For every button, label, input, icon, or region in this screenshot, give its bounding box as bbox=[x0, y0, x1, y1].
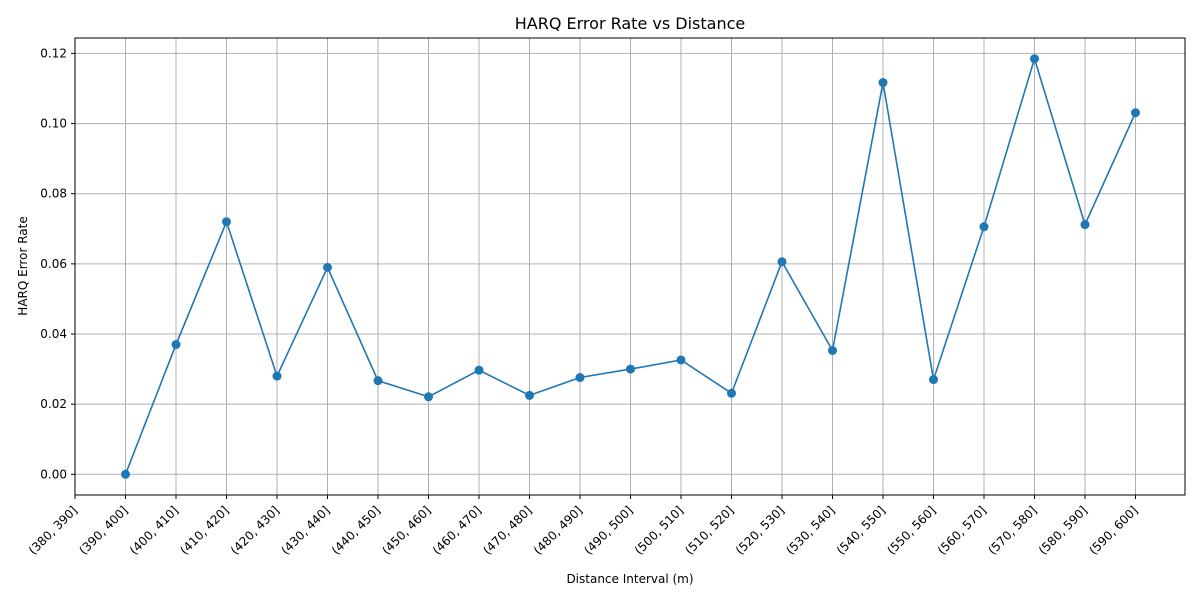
x-tick-label: (530, 540] bbox=[783, 503, 837, 557]
x-tick-label: (380, 390] bbox=[26, 503, 80, 557]
data-point bbox=[1131, 108, 1140, 118]
data-point bbox=[272, 371, 282, 381]
y-tick-label: 0.08 bbox=[40, 187, 67, 201]
y-tick-label: 0.04 bbox=[40, 327, 67, 341]
chart-title: HARQ Error Rate vs Distance bbox=[515, 14, 745, 33]
y-tick-label: 0.10 bbox=[40, 117, 67, 131]
y-tick-label: 0.12 bbox=[40, 46, 67, 60]
y-tick-label: 0.02 bbox=[40, 397, 67, 411]
data-point bbox=[929, 375, 938, 385]
x-tick-label: (550, 560] bbox=[884, 503, 938, 557]
data-point bbox=[525, 390, 534, 400]
x-tick-label: (510, 520] bbox=[682, 503, 736, 557]
data-point bbox=[828, 345, 837, 355]
x-tick-label: (570, 580] bbox=[985, 503, 1039, 557]
x-axis-label: Distance Interval (m) bbox=[566, 572, 693, 586]
y-tick-label: 0.00 bbox=[40, 467, 67, 481]
data-point bbox=[323, 262, 332, 272]
data-point bbox=[373, 376, 383, 386]
data-point bbox=[727, 388, 736, 398]
x-tick-label: (500, 510] bbox=[632, 503, 686, 557]
data-point bbox=[474, 365, 484, 375]
series-layer bbox=[121, 54, 1140, 479]
data-point bbox=[424, 392, 433, 402]
x-tick-label: (460, 470] bbox=[430, 503, 484, 557]
data-point bbox=[777, 257, 787, 267]
x-tick-label: (390, 400] bbox=[76, 503, 130, 557]
y-tick-label: 0.06 bbox=[40, 257, 67, 271]
x-tick-label: (520, 530] bbox=[733, 503, 787, 557]
x-tick-label: (580, 590] bbox=[1036, 503, 1090, 557]
data-point bbox=[575, 373, 585, 383]
x-tick-label: (450, 460] bbox=[379, 503, 433, 557]
data-point bbox=[676, 355, 686, 365]
x-tick-label: (480, 490] bbox=[531, 503, 585, 557]
data-point bbox=[1080, 220, 1090, 230]
data-point bbox=[121, 469, 130, 479]
x-tick-label: (430, 440] bbox=[278, 503, 332, 557]
data-point bbox=[979, 222, 989, 232]
x-tick-label: (590, 600] bbox=[1086, 503, 1140, 557]
data-point bbox=[1030, 54, 1039, 64]
x-tick-label: (440, 450] bbox=[329, 503, 383, 557]
x-tick-label: (540, 550] bbox=[834, 503, 888, 557]
data-point bbox=[626, 364, 635, 374]
x-tick-label: (490, 500] bbox=[581, 503, 635, 557]
plot-frame bbox=[74, 37, 1186, 496]
x-tick-label: (420, 430] bbox=[228, 503, 282, 557]
x-tick-label: (560, 570] bbox=[935, 503, 989, 557]
data-point bbox=[878, 78, 888, 88]
data-point bbox=[222, 217, 231, 227]
grid-layer bbox=[74, 38, 1185, 495]
x-tick-label: (400, 410] bbox=[127, 503, 181, 557]
y-axis-label: HARQ Error Rate bbox=[16, 216, 30, 315]
x-tick-label: (470, 480] bbox=[480, 503, 534, 557]
data-point bbox=[171, 340, 181, 350]
x-tick-label: (410, 420] bbox=[177, 503, 231, 557]
